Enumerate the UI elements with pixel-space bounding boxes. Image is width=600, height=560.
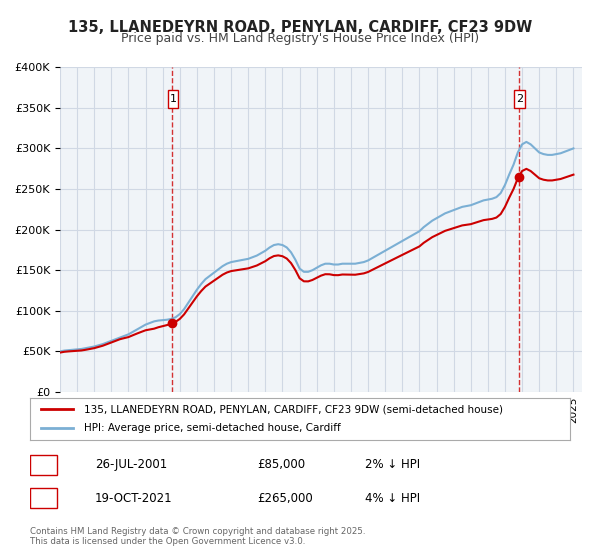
Text: 1: 1 — [40, 458, 47, 472]
Text: 2% ↓ HPI: 2% ↓ HPI — [365, 458, 420, 472]
FancyBboxPatch shape — [514, 90, 524, 108]
Text: £265,000: £265,000 — [257, 492, 313, 505]
FancyBboxPatch shape — [168, 90, 178, 108]
Text: 2: 2 — [40, 492, 47, 505]
Text: £85,000: £85,000 — [257, 458, 305, 472]
Text: 135, LLANEDEYRN ROAD, PENYLAN, CARDIFF, CF23 9DW: 135, LLANEDEYRN ROAD, PENYLAN, CARDIFF, … — [68, 20, 532, 35]
Text: Price paid vs. HM Land Registry's House Price Index (HPI): Price paid vs. HM Land Registry's House … — [121, 32, 479, 45]
Text: 19-OCT-2021: 19-OCT-2021 — [95, 492, 172, 505]
Text: 1: 1 — [170, 94, 177, 104]
Text: HPI: Average price, semi-detached house, Cardiff: HPI: Average price, semi-detached house,… — [84, 423, 341, 433]
Text: Contains HM Land Registry data © Crown copyright and database right 2025.
This d: Contains HM Land Registry data © Crown c… — [30, 526, 365, 546]
FancyBboxPatch shape — [30, 488, 57, 508]
FancyBboxPatch shape — [30, 455, 57, 475]
Text: 135, LLANEDEYRN ROAD, PENYLAN, CARDIFF, CF23 9DW (semi-detached house): 135, LLANEDEYRN ROAD, PENYLAN, CARDIFF, … — [84, 404, 503, 414]
Text: 4% ↓ HPI: 4% ↓ HPI — [365, 492, 420, 505]
Text: 26-JUL-2001: 26-JUL-2001 — [95, 458, 167, 472]
Text: 2: 2 — [516, 94, 523, 104]
